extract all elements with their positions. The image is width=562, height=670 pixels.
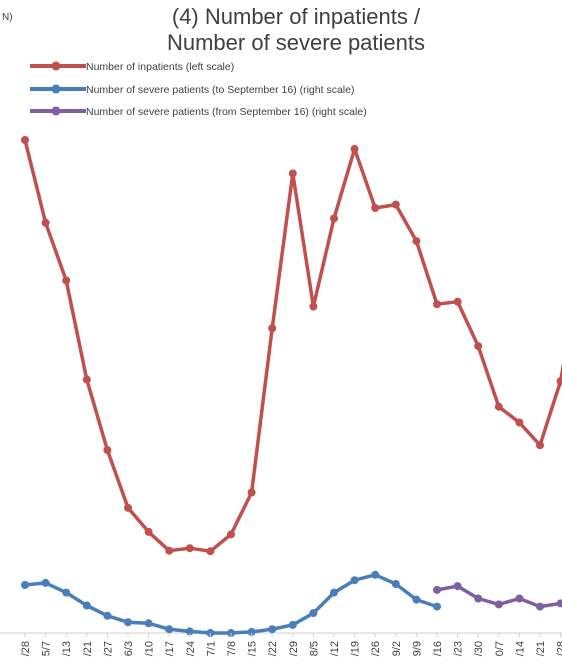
x-tick-label-20: /16 [432, 641, 444, 656]
legend-label-inpatients: Number of inpatients (left scale) [86, 61, 234, 73]
series-1-point-7 [165, 625, 174, 634]
series-0-point-22 [474, 342, 483, 351]
series-1-point-8 [185, 627, 194, 636]
legend: Number of inpatients (left scale) Number… [30, 61, 367, 118]
series-line-0 [23, 139, 562, 553]
series-0-point-18 [391, 200, 400, 209]
x-tick-label-14: 8/5 [308, 641, 320, 656]
series-0-point-2 [62, 276, 71, 285]
series-0-point-6 [144, 527, 153, 536]
x-tick-label-13: /29 [288, 641, 300, 656]
x-tick-label-15: /12 [329, 641, 341, 656]
legend-marker-inpatients [51, 61, 61, 71]
series-1-point-17 [371, 570, 380, 579]
series-2-point-26 [556, 599, 562, 608]
series-0-point-7 [165, 546, 174, 555]
x-tick-label-0: /28 [20, 641, 32, 656]
x-tick-label-18: 9/2 [391, 641, 403, 656]
x-tick-label-7: /17 [164, 641, 176, 656]
x-tick-label-16: /19 [350, 641, 362, 656]
series-0-point-17 [371, 204, 380, 212]
series-0-point-13 [288, 169, 297, 178]
x-tick-label-11: /15 [247, 641, 259, 656]
legend-label-severe-from-sep16: Number of severe patients (from Septembe… [86, 106, 367, 118]
series-1-point-16 [350, 576, 359, 585]
series-1-point-4 [103, 611, 112, 620]
series-0-point-14 [309, 302, 318, 311]
x-tick-label-8: /24 [185, 641, 197, 656]
series-1-point-15 [330, 588, 338, 597]
series-0-point-8 [185, 544, 194, 553]
series-0-point-15 [330, 214, 338, 223]
x-tick-label-1: 5/7 [41, 641, 53, 656]
unit-fragment: N) [2, 12, 13, 23]
series-1-point-18 [391, 580, 400, 588]
x-tick-label-21: /23 [453, 641, 465, 656]
x-tick-label-3: /21 [82, 641, 94, 656]
legend-marker-severe-to-sep16 [51, 84, 61, 94]
series-1-point-11 [247, 627, 256, 636]
x-tick-label-5: 6/3 [123, 641, 135, 656]
series-2-point-22 [474, 594, 483, 603]
x-axis-ticks: /28 5/7/13/21/27 6/3/10/17/24 7/1 7/8/15/22 /… [20, 633, 562, 656]
series-2-point-21 [453, 582, 462, 591]
series-0-point-0 [21, 136, 29, 144]
x-tick-label-17: /26 [370, 641, 382, 656]
legend-label-severe-to-sep16: Number of severe patients (to September … [86, 84, 354, 96]
series-0-point-1 [41, 218, 50, 227]
series-1-point-0 [21, 581, 29, 589]
x-tick-label-6: /10 [144, 641, 156, 656]
series-0-point-21 [453, 297, 462, 306]
series-0-point-25 [536, 441, 544, 450]
series-0-point-26 [556, 377, 562, 386]
x-tick-label-19: 9/9 [411, 641, 423, 656]
series-0-point-12 [268, 324, 277, 333]
legend-marker-severe-from-sep16 [51, 106, 61, 116]
x-tick-label-22: /30 [473, 641, 485, 656]
series-2-point-23 [494, 600, 503, 609]
x-tick-label-23: 0/7 [494, 641, 506, 656]
series-0-point-19 [412, 237, 421, 246]
series-1-point-1 [41, 578, 50, 587]
series-2-point-24 [515, 594, 524, 603]
series-1-point-12 [268, 625, 277, 634]
series-0-point-5 [124, 503, 132, 512]
series-1-point-14 [309, 609, 318, 618]
series-0-point-4 [103, 446, 112, 455]
x-tick-label-12: /22 [267, 641, 279, 656]
series-layer [21, 136, 562, 637]
series-0-point-16 [350, 144, 359, 153]
x-tick-label-10: 7/8 [226, 641, 238, 656]
series-1-point-20 [433, 602, 441, 611]
x-tick-label-2: /13 [61, 641, 73, 656]
chart-title-line-2: Number of severe patients [167, 30, 425, 55]
x-tick-label-25: /21 [535, 641, 547, 656]
x-tick-label-4: /27 [102, 641, 114, 656]
series-0-point-3 [82, 375, 91, 384]
series-1-point-5 [124, 618, 132, 627]
series-0-point-23 [494, 402, 503, 411]
series-0-point-9 [206, 547, 215, 556]
series-2-point-25 [536, 602, 544, 611]
series-1-point-6 [144, 619, 153, 628]
series-2-point-20 [433, 585, 441, 594]
series-1-point-3 [82, 601, 91, 610]
series-1-point-13 [288, 620, 297, 629]
series-0-point-24 [515, 418, 524, 427]
series-0-point-11 [247, 488, 256, 497]
x-tick-label-24: /14 [514, 641, 526, 656]
series-1-point-19 [412, 595, 421, 604]
series-0-point-10 [227, 530, 235, 539]
series-1-point-2 [62, 588, 71, 597]
x-tick-label-26: /28 [556, 641, 562, 656]
chart-title-line-1: (4) Number of inpatients / [172, 4, 421, 29]
series-0-point-20 [433, 300, 441, 309]
x-tick-label-9: 7/1 [205, 641, 217, 656]
